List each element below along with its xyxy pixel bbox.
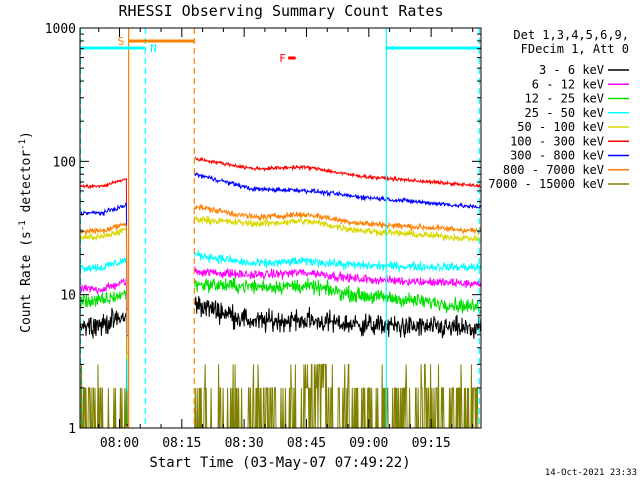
legend-entry-label: 25 - 50 keV [525,106,604,120]
plot-frame [79,27,482,429]
chart-title: RHESSI Observing Summary Count Rates [118,2,443,20]
legend-entry-label: 100 - 300 keV [510,134,604,148]
series-line-25-50-kev [194,250,482,273]
legend-header-line-2: FDecim 1, Att 0 [521,42,629,56]
series-line-300-800-kev [194,171,482,210]
legend-entry-label: 7000 - 15000 keV [488,177,604,191]
legend-entry-label: 300 - 800 keV [510,149,604,163]
series-line-100-300-kev [194,156,482,188]
series-line-300-800-kev [79,202,129,337]
legend-header-line-1: Det 1,3,4,5,6,9, [513,28,629,42]
series-line-3-6-kev [79,307,129,426]
axis-layer: 1 10 100 1000 08:00 08:15 08:30 08:45 09:00 09:15 [45,22,481,451]
legend-entry-label: 50 - 100 keV [517,120,604,134]
y-axis-label: Count Rate (s-1 detector-1) [18,131,34,333]
x-tick-label: 08:15 [162,436,201,451]
footer-timestamp: 14-Oct-2021 23:33 [545,468,637,478]
series-line-25-50-kev [79,257,129,391]
x-tick-label: 08:30 [225,436,264,451]
legend-entry-label: 800 - 7000 keV [503,163,604,177]
series-line-100-300-kev [79,178,129,310]
legend-entry-label: 6 - 12 keV [532,77,604,91]
x-tick-label: 08:00 [100,436,139,451]
legend-entry-label: 12 - 25 keV [525,92,604,106]
series-line-12-25-kev [79,289,129,424]
y-tick-label: 100 [53,155,76,170]
y-tick-label: 1 [68,422,76,437]
x-tick-label: 08:45 [287,436,326,451]
series-line-12-25-kev [194,277,482,316]
flag-label: N [150,42,157,55]
series-line-50-100-kev [194,215,482,243]
flag-label: S [118,35,125,48]
flag-label: F [279,52,286,65]
y-tick-label: 10 [60,289,76,304]
series-line-50-100-kev [79,226,129,361]
flag-layer: S N F [80,35,481,65]
series-line-6-12-kev [194,266,482,289]
series-line-800-7000-kev [194,204,482,236]
series-layer [79,156,482,429]
x-tick-label: 09:15 [412,436,451,451]
x-tick-label: 09:00 [349,436,388,451]
legend-entry-label: 3 - 6 keV [539,63,604,77]
y-tick-label: 1000 [45,22,76,37]
series-line-6-12-kev [79,277,129,413]
x-axis-label: Start Time (03-May-07 07:49:22) [149,455,410,471]
series-line-3-6-kev [194,295,482,339]
series-line-800-7000-kev [79,222,129,355]
